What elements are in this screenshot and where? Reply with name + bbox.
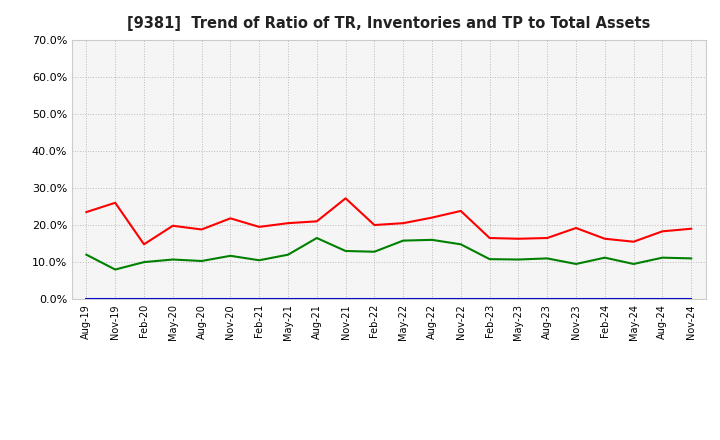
Trade Payables: [312, 235, 321, 241]
Trade Receivables: [399, 220, 408, 226]
Inventories: [255, 296, 264, 301]
Inventories: [543, 296, 552, 301]
Inventories: [600, 296, 609, 301]
Inventories: [428, 296, 436, 301]
Trade Receivables: [255, 224, 264, 230]
Trade Receivables: [572, 225, 580, 231]
Trade Receivables: [370, 222, 379, 227]
Inventories: [341, 296, 350, 301]
Line: Trade Receivables: Trade Receivables: [86, 198, 691, 244]
Trade Payables: [572, 261, 580, 267]
Trade Receivables: [226, 216, 235, 221]
Trade Receivables: [82, 209, 91, 215]
Trade Payables: [284, 252, 292, 257]
Trade Payables: [600, 255, 609, 260]
Trade Payables: [370, 249, 379, 254]
Title: [9381]  Trend of Ratio of TR, Inventories and TP to Total Assets: [9381] Trend of Ratio of TR, Inventories…: [127, 16, 650, 32]
Trade Receivables: [629, 239, 638, 244]
Inventories: [658, 296, 667, 301]
Trade Payables: [255, 258, 264, 263]
Inventories: [111, 296, 120, 301]
Inventories: [572, 296, 580, 301]
Inventories: [140, 296, 148, 301]
Inventories: [82, 296, 91, 301]
Trade Receivables: [600, 236, 609, 242]
Trade Payables: [341, 248, 350, 253]
Inventories: [197, 296, 206, 301]
Inventories: [399, 296, 408, 301]
Trade Payables: [658, 255, 667, 260]
Inventories: [687, 296, 696, 301]
Trade Receivables: [312, 219, 321, 224]
Trade Payables: [456, 242, 465, 247]
Inventories: [485, 296, 494, 301]
Trade Payables: [197, 258, 206, 264]
Trade Payables: [514, 257, 523, 262]
Trade Payables: [687, 256, 696, 261]
Trade Payables: [140, 260, 148, 265]
Trade Payables: [111, 267, 120, 272]
Inventories: [312, 296, 321, 301]
Trade Receivables: [456, 208, 465, 213]
Trade Receivables: [197, 227, 206, 232]
Trade Receivables: [658, 229, 667, 234]
Inventories: [284, 296, 292, 301]
Trade Receivables: [428, 215, 436, 220]
Inventories: [370, 296, 379, 301]
Inventories: [456, 296, 465, 301]
Trade Receivables: [111, 200, 120, 205]
Trade Receivables: [168, 223, 177, 228]
Trade Receivables: [514, 236, 523, 242]
Trade Payables: [629, 261, 638, 267]
Trade Receivables: [140, 242, 148, 247]
Trade Payables: [226, 253, 235, 258]
Trade Receivables: [284, 220, 292, 226]
Trade Receivables: [687, 226, 696, 231]
Trade Payables: [428, 237, 436, 242]
Inventories: [629, 296, 638, 301]
Trade Receivables: [543, 235, 552, 241]
Inventories: [168, 296, 177, 301]
Trade Payables: [82, 252, 91, 257]
Inventories: [226, 296, 235, 301]
Trade Receivables: [341, 196, 350, 201]
Inventories: [514, 296, 523, 301]
Trade Payables: [399, 238, 408, 243]
Line: Trade Payables: Trade Payables: [86, 238, 691, 270]
Trade Receivables: [485, 235, 494, 241]
Trade Payables: [485, 257, 494, 262]
Trade Payables: [168, 257, 177, 262]
Trade Payables: [543, 256, 552, 261]
